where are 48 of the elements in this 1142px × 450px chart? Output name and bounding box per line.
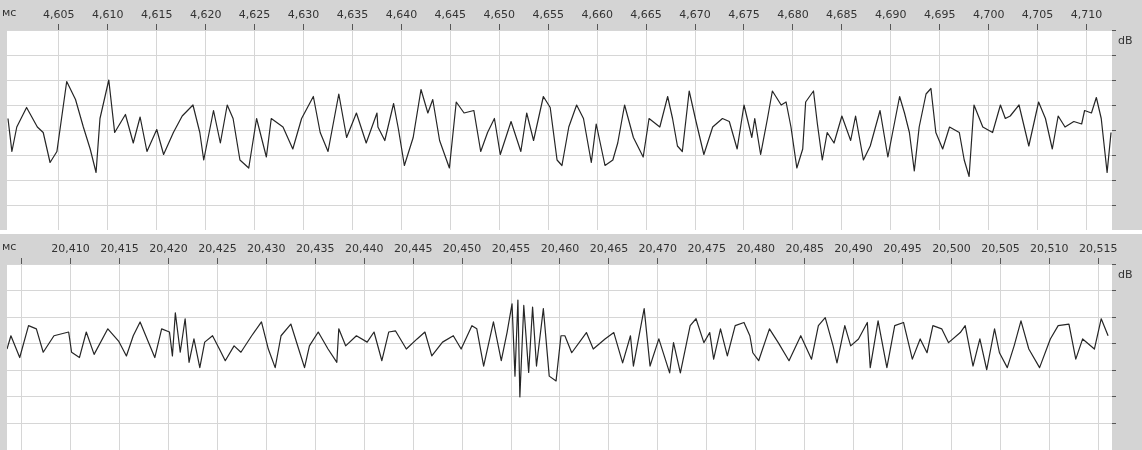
x-tick-label: 20,440 (344, 242, 384, 256)
x-tick-label: 4,645 (434, 8, 467, 22)
x-tick-label: 4,680 (777, 8, 809, 22)
x-tick-label: 4,660 (581, 8, 613, 22)
x-tick-label: 4,675 (728, 8, 760, 22)
x-tick-label: 20,495 (883, 242, 922, 256)
x-tick-label: 20,460 (540, 242, 580, 256)
y-axis-title: dB (1118, 267, 1133, 281)
x-tick-label: 20,500 (932, 242, 971, 256)
x-tick-label: 20,435 (296, 242, 335, 256)
x-tick-label: 20,430 (247, 242, 286, 256)
x-tick-label: 4,635 (336, 8, 369, 22)
x-tick-label: 4,640 (385, 8, 418, 22)
x-tick-label: 4,620 (189, 8, 222, 22)
x-tick-label: 20,410 (51, 242, 90, 256)
x-tick-label: 20,450 (442, 242, 482, 256)
y-axis-title: dB (1118, 33, 1133, 47)
x-tick-label: 4,685 (826, 8, 858, 22)
x-tick-label: 4,630 (287, 8, 320, 22)
x-tick-label: 20,485 (785, 242, 824, 256)
x-tick-label: 20,465 (589, 242, 629, 256)
x-tick-label: 20,470 (638, 242, 678, 256)
x-tick-label: 20,420 (149, 242, 188, 256)
x-tick-label: 4,700 (972, 8, 1005, 22)
x-tick-label: 4,625 (238, 8, 271, 22)
x-tick-label: 20,425 (198, 242, 237, 256)
x-tick-label: 20,415 (100, 242, 139, 256)
x-axis-title: мс (2, 5, 17, 19)
x-tick-label: 4,650 (483, 8, 516, 22)
x-tick-label: 4,670 (679, 8, 711, 22)
x-tick-label: 4,710 (1070, 8, 1103, 22)
x-tick-label: 4,615 (141, 8, 173, 22)
x-tick-label: 20,490 (834, 242, 873, 256)
x-tick-label: 4,690 (875, 8, 907, 22)
x-tick-label: 20,510 (1030, 242, 1069, 256)
x-tick-label: 20,455 (491, 242, 531, 256)
x-tick-label: 4,665 (630, 8, 662, 22)
x-tick-label: 4,705 (1021, 8, 1054, 22)
x-tick-label: 4,605 (43, 8, 75, 22)
x-tick-label: 20,445 (393, 242, 433, 256)
x-axis-title: мс (2, 239, 17, 253)
x-tick-label: 4,655 (532, 8, 564, 22)
x-tick-label: 20,515 (1079, 242, 1118, 256)
x-tick-label: 4,695 (923, 8, 956, 22)
x-tick-label: 20,505 (981, 242, 1020, 256)
x-tick-label: 4,610 (92, 8, 124, 22)
x-tick-label: 20,480 (736, 242, 775, 256)
x-tick-label: 20,475 (687, 242, 727, 256)
